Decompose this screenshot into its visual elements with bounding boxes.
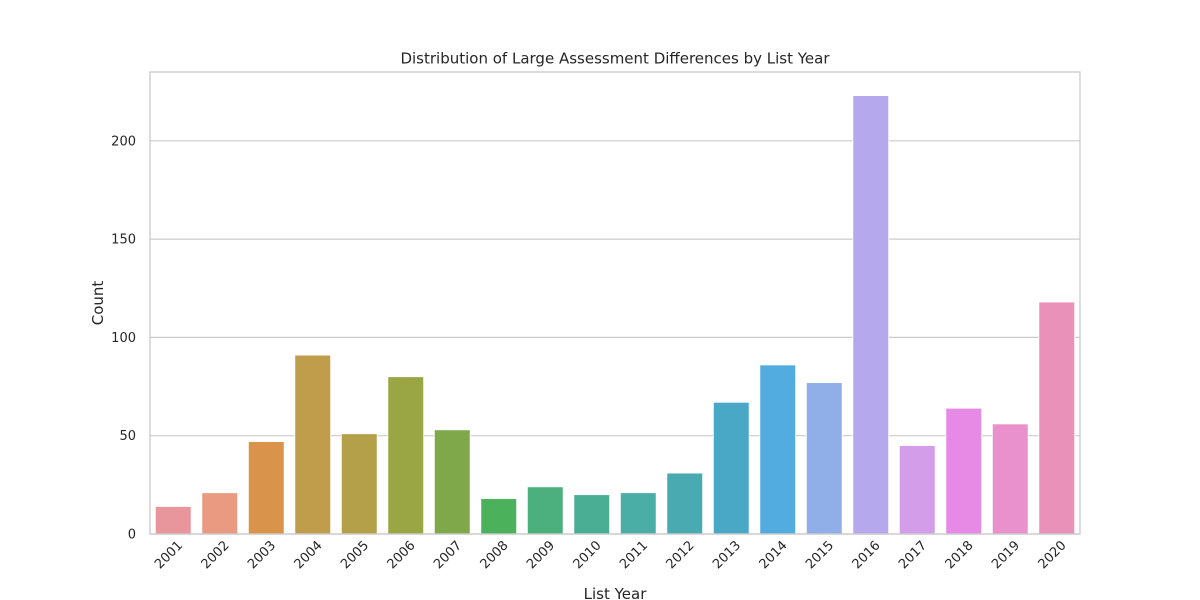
x-tick-label: 2015	[803, 538, 837, 572]
y-tick-label: 50	[119, 429, 136, 444]
bar-2019	[991, 423, 1029, 535]
x-tick-label: 2008	[478, 538, 512, 572]
x-tick-label: 2010	[571, 538, 605, 572]
x-tick-label: 2005	[338, 538, 372, 572]
x-axis-label: List Year	[584, 585, 648, 600]
x-tick-label: 2011	[617, 538, 651, 572]
y-tick-label: 150	[111, 233, 136, 248]
bar-2004	[294, 354, 332, 535]
x-tick-label: 2009	[524, 538, 558, 572]
x-tick-label: 2012	[664, 538, 698, 572]
x-tick-label: 2001	[152, 538, 186, 572]
bar-2005	[340, 433, 378, 535]
bars	[154, 95, 1076, 535]
bar-2013	[712, 401, 750, 535]
x-tick-label: 2004	[292, 538, 326, 572]
x-tick-label: 2006	[385, 538, 419, 572]
bar-2010	[573, 494, 611, 535]
bar-2015	[805, 382, 843, 535]
x-tick-label: 2017	[896, 538, 930, 572]
bar-2003	[247, 441, 285, 535]
bar-2014	[759, 364, 797, 535]
grid-lines	[150, 140, 1080, 535]
bar-2018	[945, 407, 983, 535]
bar-2017	[898, 445, 936, 535]
bar-2011	[619, 492, 657, 535]
bar-2020	[1038, 301, 1076, 535]
x-tick-label: 2013	[710, 538, 744, 572]
y-axis-label: Count	[89, 281, 107, 326]
y-tick-label: 100	[111, 331, 136, 346]
bar-2009	[526, 486, 564, 535]
y-tick-label: 200	[111, 134, 136, 149]
bar-2002	[201, 492, 239, 535]
bar-2001	[154, 506, 192, 535]
y-tick-label: 0	[128, 528, 136, 543]
x-tick-label: 2018	[943, 538, 977, 572]
x-tick-label: 2014	[757, 538, 791, 572]
bar-2006	[387, 376, 425, 535]
y-tick-labels: 0 50 100 150 200	[111, 134, 136, 542]
x-tick-label: 2002	[199, 538, 233, 572]
x-tick-label: 2003	[245, 538, 279, 572]
x-tick-label: 2007	[431, 538, 465, 572]
bar-2012	[666, 472, 704, 535]
x-tick-label: 2019	[989, 538, 1023, 572]
plot-frame	[149, 71, 1081, 535]
bar-2016	[852, 95, 890, 535]
x-tick-label: 2016	[850, 538, 884, 572]
chart-title: Distribution of Large Assessment Differe…	[400, 50, 830, 68]
x-tick-label: 2020	[1036, 538, 1070, 572]
bar-2008	[480, 498, 518, 535]
bar-2007	[433, 429, 471, 535]
x-tick-labels: 2001 2002 2003 2004 2005 2006 2007 2008 2009 2010…	[152, 538, 1070, 572]
